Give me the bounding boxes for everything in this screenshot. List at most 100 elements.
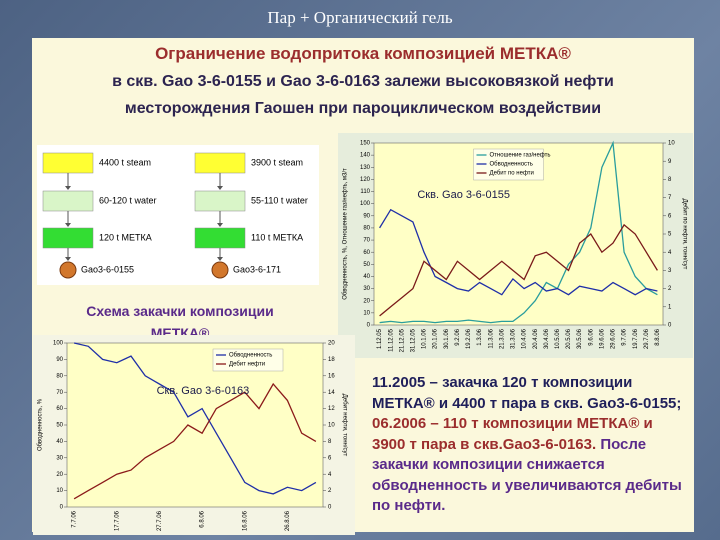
x-tick-label: 11.3.06	[488, 328, 494, 348]
y-tick-label: 10	[363, 310, 370, 316]
well-label: Gao3-6-0155	[81, 264, 134, 274]
x-tick-label: 30.1.06	[444, 328, 450, 349]
header-line: в скв. Gao 3-6-0155 и Gao 3-6-0163 залеж…	[112, 73, 614, 90]
arrow-head	[217, 257, 223, 261]
y-tick-label: 120	[360, 177, 371, 183]
series-line	[379, 140, 658, 324]
header-line: Ограничение водопритока композицией МЕТК…	[155, 44, 571, 63]
step-label: 55-110 t water	[251, 195, 308, 205]
x-tick-label: 10.4.06	[522, 328, 528, 349]
x-tick-label: 11.12.05	[388, 328, 394, 352]
y-tick-label: 80	[56, 373, 63, 379]
x-tick-label: 21.12.05	[399, 328, 405, 352]
x-tick-label: 20.5.06	[566, 328, 572, 349]
y-tick-label: 30	[56, 455, 63, 461]
y2-tick-label: 10	[328, 423, 335, 429]
y2-tick-label: 6	[328, 455, 332, 461]
y2-tick-label: 4	[328, 472, 332, 478]
x-tick-label: 30.5.06	[577, 328, 583, 349]
x-tick-label: 9.2.06	[455, 328, 461, 345]
y2-tick-label: 7	[668, 195, 672, 201]
step-box	[194, 190, 246, 212]
chart-annotation: Скв. Gao 3-6-0163	[157, 385, 250, 397]
arrow-head	[65, 223, 71, 227]
y2-tick-label: 0	[668, 323, 672, 329]
x-tick-label: 16.8.06	[242, 510, 248, 531]
text-part: 11.2005 – закачка 120 т композиции МЕТКА…	[372, 374, 682, 412]
arrow-head	[65, 186, 71, 190]
y-tick-label: 0	[367, 323, 371, 329]
step-label: 60-120 t water	[99, 195, 157, 205]
well-label: Gao3-6-171	[233, 264, 281, 274]
arrow-head	[217, 223, 223, 227]
step-box	[194, 152, 246, 174]
y-tick-label: 60	[363, 250, 370, 256]
y-tick-label: 150	[360, 141, 371, 147]
step-label: 3900 t steam	[251, 157, 303, 167]
y-tick-label: 50	[363, 262, 370, 268]
y2-tick-label: 16	[328, 373, 335, 379]
y-tick-label: 20	[56, 472, 63, 478]
y-axis-label: Обводненность, %	[38, 398, 44, 451]
x-tick-label: 9.7.06	[622, 328, 628, 345]
step-label: 4400 t steam	[99, 157, 151, 167]
y2-tick-label: 2	[668, 286, 672, 292]
legend-label: Обводненность	[229, 353, 272, 359]
x-tick-label: 20.4.06	[533, 328, 539, 349]
legend-label: Дебит нефти	[229, 362, 265, 368]
x-tick-label: 27.7.06	[157, 510, 163, 531]
x-tick-label: 10.5.06	[555, 328, 561, 349]
plot-area	[66, 342, 324, 508]
series-line	[73, 342, 317, 495]
arrow-head	[217, 186, 223, 190]
y-tick-label: 20	[363, 298, 370, 304]
y-tick-label: 100	[360, 201, 371, 207]
x-tick-label: 19.6.06	[599, 328, 605, 349]
x-tick-label: 9.6.06	[588, 328, 594, 345]
x-tick-label: 21.3.06	[499, 328, 505, 349]
y-tick-label: 10	[56, 488, 63, 494]
step-label: 120 t МЕТКА	[99, 232, 152, 242]
x-tick-label: 30.4.06	[544, 328, 550, 349]
y2-tick-label: 10	[668, 141, 675, 147]
x-tick-label: 8.8.06	[655, 328, 661, 345]
y-tick-label: 90	[56, 357, 63, 363]
y2-tick-label: 5	[668, 232, 672, 238]
y2-tick-label: 2	[328, 488, 332, 494]
x-tick-label: 1.3.06	[477, 328, 483, 345]
x-tick-label: 17.7.06	[114, 510, 120, 531]
description: 11.2005 – закачка 120 т композиции МЕТКА…	[372, 373, 690, 517]
x-tick-label: 31.3.06	[511, 328, 517, 349]
y-tick-label: 40	[56, 439, 63, 445]
y2-tick-label: 8	[668, 177, 672, 183]
x-tick-label: 29.7.06	[644, 328, 650, 349]
x-tick-label: 7.7.06	[72, 510, 78, 527]
y-tick-label: 0	[60, 505, 64, 511]
well-icon	[211, 261, 229, 279]
x-tick-label: 26.8.06	[285, 510, 291, 531]
y-tick-label: 70	[363, 238, 370, 244]
step-box	[42, 190, 94, 212]
step-box	[42, 227, 94, 249]
legend-label: Отношение газ/нефть	[490, 153, 551, 159]
slide-title: Пар + Органический гель	[267, 8, 453, 27]
y-tick-label: 70	[56, 390, 63, 396]
y2-tick-label: 1	[668, 304, 672, 310]
y-tick-label: 80	[363, 226, 370, 232]
y-tick-label: 90	[363, 213, 370, 219]
x-tick-label: 20.1.06	[433, 328, 439, 349]
step-label: 110 t МЕТКА	[251, 232, 303, 242]
y2-tick-label: 6	[668, 213, 672, 219]
text-part: 06.2006 – 110 т композиции МЕТКА® и 3900…	[372, 415, 653, 453]
y2-axis-label: Дебит нефти, тонн/сут	[341, 394, 347, 457]
caption-line: Схема закачки композиции	[86, 303, 274, 319]
x-tick-label: 31.12.05	[410, 328, 416, 352]
chart: 0 10 20 30 40 50 60 70 80 90 100 0 2 4 6 8 10 12 14 16 18 20 7…	[33, 335, 355, 535]
y2-tick-label: 14	[328, 390, 335, 396]
y-tick-label: 40	[363, 274, 370, 280]
y-tick-label: 130	[360, 165, 371, 171]
y-axis-label: Обводненность, %, Отношение газ/нефть, м…	[343, 168, 349, 300]
text-part: После закачки композиции снижается обвод…	[372, 435, 682, 515]
y-tick-label: 60	[56, 406, 63, 412]
